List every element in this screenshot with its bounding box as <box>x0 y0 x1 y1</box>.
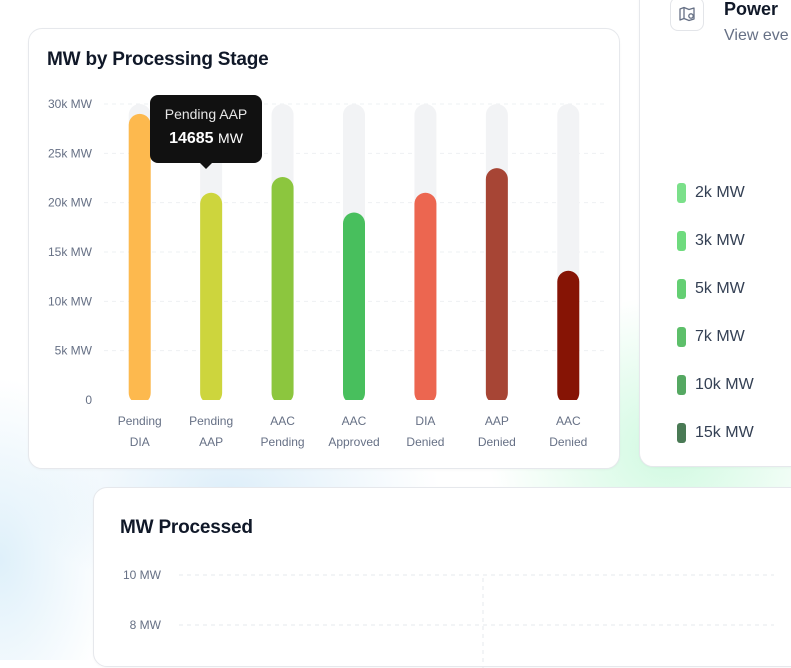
x-tick-label: Approved <box>328 435 379 449</box>
y-tick-label: 25k MW <box>48 146 93 160</box>
bar-tooltip: Pending AAP 14685 MW <box>150 95 262 169</box>
tooltip-unit: MW <box>218 130 243 146</box>
legend-panel-title: Power <box>724 0 779 19</box>
processed-line-chart: 10 MW 8 MW <box>123 568 774 668</box>
legend-item: 5k MW <box>677 277 745 301</box>
legend-item: 2k MW <box>677 181 745 205</box>
mw-by-stage-card: MW by Processing Stage 30k MW 25k MW 20k M… <box>28 28 620 469</box>
y-tick-label: 0 <box>85 393 92 407</box>
map-pin-icon <box>670 0 704 31</box>
legend-swatch <box>677 423 686 443</box>
x-tick-label: Pending <box>261 435 305 449</box>
tooltip-value: 14685 MW <box>150 130 262 148</box>
legend-swatch <box>677 231 686 251</box>
power-legend-card: Power View eve 2k MW 3k MW 5k MW 7k MW 10k M… <box>639 0 791 467</box>
bar[interactable] <box>414 192 437 404</box>
bar-base-mask <box>270 400 295 408</box>
x-tick-label: Pending <box>118 414 162 428</box>
tooltip-number: 14685 <box>169 130 214 147</box>
legend-label: 3k MW <box>695 232 745 249</box>
legend-item: 10k MW <box>677 373 754 397</box>
bar-base-mask <box>127 400 152 408</box>
bar[interactable] <box>200 192 223 404</box>
x-tick-label: DIA <box>130 435 150 449</box>
x-tick-label: Denied <box>406 435 444 449</box>
bar[interactable] <box>485 168 508 404</box>
bar[interactable] <box>557 270 580 404</box>
y-tick-label: 30k MW <box>48 97 93 111</box>
legend-item: 7k MW <box>677 325 745 349</box>
legend-panel-subtitle: View eve <box>724 27 789 44</box>
bar-base-mask <box>413 400 438 408</box>
bar-base-mask <box>556 400 581 408</box>
legend-item: 3k MW <box>677 229 745 253</box>
x-tick-label: Denied <box>478 435 516 449</box>
x-tick-label: AAC <box>270 414 295 428</box>
y-tick-label: 15k MW <box>48 245 93 259</box>
legend-label: 10k MW <box>695 376 754 393</box>
y-tick-label: 8 MW <box>130 618 162 632</box>
legend-label: 5k MW <box>695 280 745 297</box>
mw-processed-card: MW Processed 10 MW 8 MW <box>93 487 791 668</box>
bar[interactable] <box>128 113 151 404</box>
x-tick-label: AAC <box>342 414 367 428</box>
legend-swatch <box>677 375 686 395</box>
bar-base-mask <box>199 400 224 408</box>
x-tick-label: DIA <box>415 414 435 428</box>
x-tick-label: AAP <box>485 414 509 428</box>
x-tick-label: Pending <box>189 414 233 428</box>
stage-chart-title: MW by Processing Stage <box>47 49 269 70</box>
legend-label: 7k MW <box>695 328 745 345</box>
y-tick-label: 20k MW <box>48 196 93 210</box>
processed-chart-title: MW Processed <box>120 517 253 538</box>
y-tick-label: 10 MW <box>123 568 162 582</box>
legend-item: 15k MW <box>677 421 754 445</box>
x-tick-label: Denied <box>549 435 587 449</box>
x-tick-label: AAC <box>556 414 581 428</box>
legend-label: 15k MW <box>695 424 754 441</box>
bar-base-mask <box>342 400 366 408</box>
legend-swatch <box>677 183 686 203</box>
legend-swatch <box>677 279 686 299</box>
y-tick-label: 5k MW <box>55 344 93 358</box>
legend-swatch <box>677 327 686 347</box>
tooltip-label: Pending AAP <box>164 106 248 122</box>
bar[interactable] <box>343 212 365 404</box>
legend-label: 2k MW <box>695 184 745 201</box>
y-tick-label: 10k MW <box>48 294 93 308</box>
stage-bar-chart: 30k MW 25k MW 20k MW 15k MW 10k MW 5k MW 0 Pend… <box>48 97 604 449</box>
bar[interactable] <box>271 177 294 404</box>
x-tick-label: AAP <box>199 435 223 449</box>
bar-base-mask <box>484 400 509 408</box>
